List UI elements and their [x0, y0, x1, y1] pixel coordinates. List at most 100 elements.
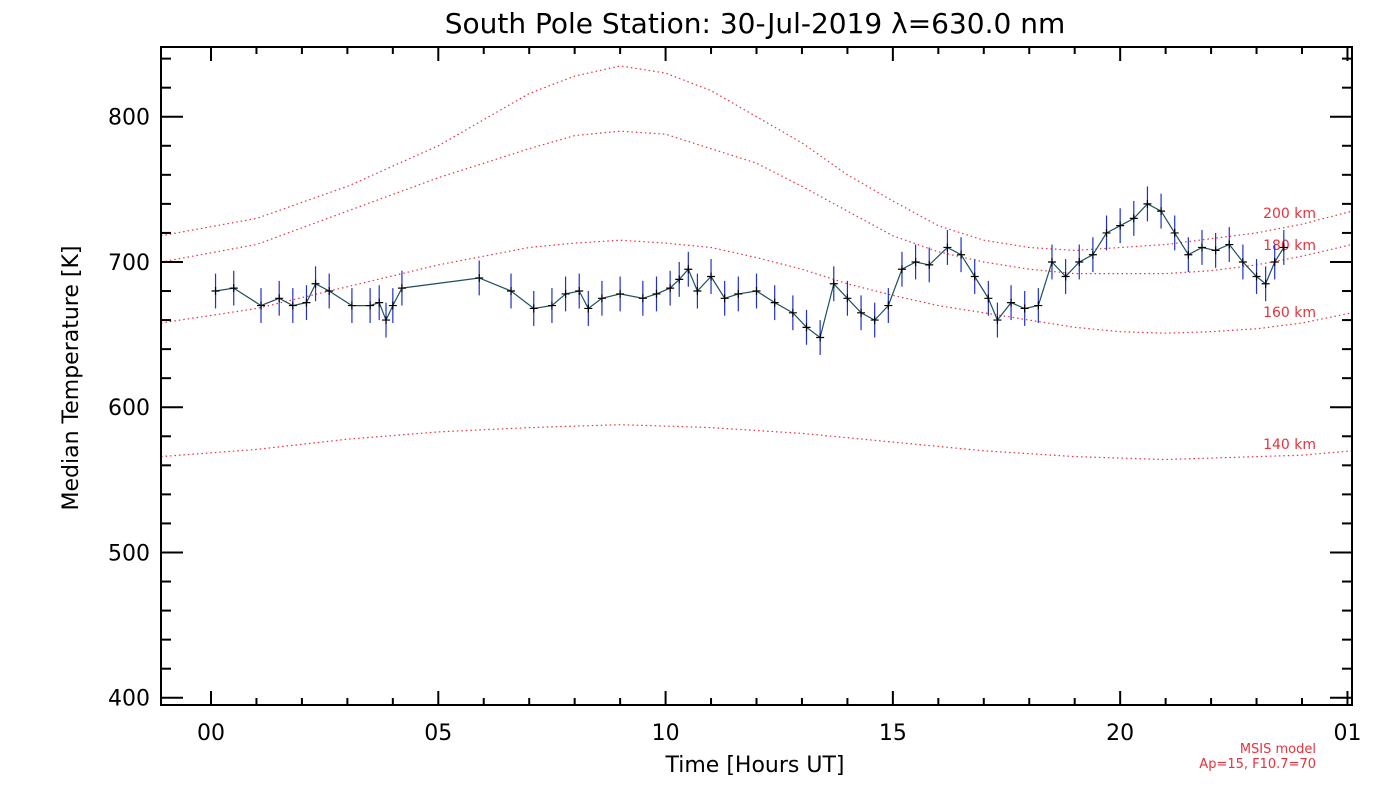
data-point — [325, 287, 334, 296]
data-point — [720, 294, 729, 303]
data-point — [829, 279, 838, 288]
x-tick-label: 20 — [1106, 721, 1134, 746]
data-point — [770, 298, 779, 307]
msis-curve-label: 160 km — [1263, 305, 1316, 321]
x-axis-title: Time [Hours UT] — [665, 753, 845, 778]
data-point — [884, 301, 893, 310]
data-point — [816, 333, 825, 342]
data-point — [397, 284, 406, 293]
data-point — [229, 284, 238, 293]
data-point — [857, 308, 866, 317]
data-point — [925, 260, 934, 269]
data-point — [1197, 243, 1206, 252]
data-point — [675, 275, 684, 284]
data-point — [288, 301, 297, 310]
data-point — [584, 304, 593, 313]
measured-temperature-series — [211, 186, 1288, 355]
data-point — [507, 287, 516, 296]
data-point — [257, 301, 266, 310]
data-point — [1238, 257, 1247, 266]
data-point — [734, 289, 743, 298]
y-tick-label: 600 — [108, 396, 150, 421]
data-point — [382, 316, 391, 325]
data-point — [693, 287, 702, 296]
msis-curve — [160, 65, 1353, 252]
data-point — [666, 284, 675, 293]
data-point — [911, 257, 920, 266]
plot-axes: 00 05 10 15 20 01 400 500 600 700 800 — [108, 46, 1361, 746]
data-point — [302, 298, 311, 307]
data-point — [993, 316, 1002, 325]
msis-curve — [160, 130, 1353, 275]
data-point — [870, 316, 879, 325]
data-point — [957, 250, 966, 259]
x-tick-label: 01 — [1333, 721, 1361, 746]
data-point — [707, 272, 716, 281]
y-axis-title: Median Temperature [K] — [59, 246, 84, 511]
msis-curve-label: 180 km — [1263, 238, 1316, 254]
data-point — [475, 273, 484, 282]
x-tick-label: 00 — [197, 721, 225, 746]
data-point — [1088, 250, 1097, 259]
data-point — [1007, 298, 1016, 307]
data-point — [638, 294, 647, 303]
msis-curve-label: 140 km — [1263, 437, 1316, 453]
data-point — [1225, 240, 1234, 249]
data-point — [1261, 279, 1270, 288]
data-point — [561, 289, 570, 298]
data-point — [1061, 272, 1070, 281]
data-point — [943, 243, 952, 252]
data-point — [547, 301, 556, 310]
data-point — [1047, 257, 1056, 266]
data-point — [1102, 228, 1111, 237]
x-tick-label: 10 — [652, 721, 680, 746]
data-point — [684, 265, 693, 274]
y-tick-label: 700 — [108, 251, 150, 276]
y-tick-label: 800 — [108, 106, 150, 131]
data-point — [616, 289, 625, 298]
x-tick-label: 15 — [879, 721, 907, 746]
data-point — [652, 289, 661, 298]
data-point — [1252, 272, 1261, 281]
data-point — [1157, 207, 1166, 216]
data-point — [1279, 243, 1288, 252]
data-point — [211, 287, 220, 296]
data-point — [970, 272, 979, 281]
data-point — [752, 287, 761, 296]
x-tick-label: 05 — [424, 721, 452, 746]
msis-curve — [160, 424, 1353, 461]
data-point — [388, 301, 397, 310]
chart-title: South Pole Station: 30-Jul-2019 λ=630.0 … — [445, 7, 1066, 40]
data-point — [1116, 221, 1125, 230]
msis-model-note: MSIS model — [1240, 742, 1316, 757]
data-point — [597, 294, 606, 303]
data-point — [1143, 199, 1152, 208]
y-tick-label: 500 — [108, 541, 150, 566]
data-point — [366, 301, 375, 310]
data-point — [788, 308, 797, 317]
data-point — [1211, 246, 1220, 255]
msis-curve-label: 200 km — [1263, 206, 1316, 222]
plot-frame — [160, 46, 1353, 706]
data-point — [1034, 301, 1043, 310]
data-point — [802, 323, 811, 332]
data-point — [1075, 257, 1084, 266]
data-point — [575, 287, 584, 296]
data-point — [1170, 228, 1179, 237]
data-point — [375, 298, 384, 307]
data-point — [897, 265, 906, 274]
data-point — [311, 279, 320, 288]
data-point — [1270, 257, 1279, 266]
data-point — [275, 294, 284, 303]
measured-line — [215, 203, 1285, 339]
data-point — [984, 294, 993, 303]
data-point — [347, 301, 356, 310]
data-point — [1184, 250, 1193, 259]
data-point — [1020, 304, 1029, 313]
data-point — [843, 294, 852, 303]
data-point — [529, 304, 538, 313]
msis-params-note: Ap=15, F10.7=70 — [1199, 757, 1316, 772]
data-point — [1129, 214, 1138, 223]
y-tick-label: 400 — [108, 687, 150, 712]
